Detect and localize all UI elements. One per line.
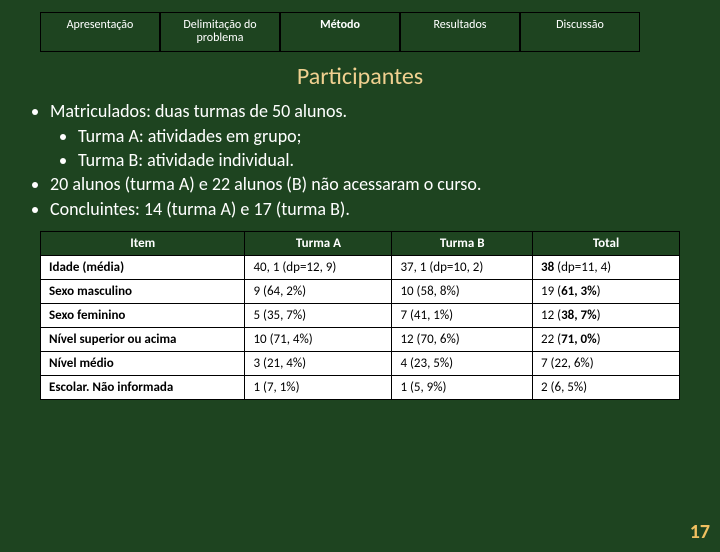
bullet-1b: Turma B: atividade individual. (78, 148, 700, 172)
cell-total: 12 (38, 7%) (533, 303, 680, 327)
table-row: Nível médio 3 (21, 4%) 4 (23, 5%) 7 (22,… (41, 351, 680, 375)
participants-table: Item Turma A Turma B Total Idade (média)… (40, 231, 680, 400)
cell-b: 37, 1 (dp=10, 2) (392, 255, 533, 279)
th-item: Item (41, 231, 245, 255)
cell-a: 5 (35, 7%) (245, 303, 392, 327)
bullet-3: Concluintes: 14 (turma A) e 17 (turma B)… (50, 197, 700, 221)
cell-b: 7 (41, 1%) (392, 303, 533, 327)
bullet-1: Matriculados: duas turmas de 50 alunos. … (50, 99, 700, 172)
cell-item: Nível médio (41, 351, 245, 375)
bullet-1-text: Matriculados: duas turmas de 50 alunos. (50, 100, 347, 122)
section-title: Participantes (0, 62, 720, 91)
cell-a: 40, 1 (dp=12, 9) (245, 255, 392, 279)
th-total: Total (533, 231, 680, 255)
nav-tabs: Apresentação Delimitação do problema Mét… (40, 12, 640, 52)
cell-item: Sexo masculino (41, 279, 245, 303)
bullet-list: Matriculados: duas turmas de 50 alunos. … (0, 99, 720, 220)
bullet-1a: Turma A: atividades em grupo; (78, 124, 700, 148)
tab-discussao[interactable]: Discussão (520, 12, 640, 52)
cell-a: 3 (21, 4%) (245, 351, 392, 375)
cell-b: 12 (70, 6%) (392, 327, 533, 351)
cell-total: 7 (22, 6%) (533, 351, 680, 375)
table-row: Sexo masculino 9 (64, 2%) 10 (58, 8%) 19… (41, 279, 680, 303)
table-row: Sexo feminino 5 (35, 7%) 7 (41, 1%) 12 (… (41, 303, 680, 327)
th-turma-a: Turma A (245, 231, 392, 255)
cell-a: 9 (64, 2%) (245, 279, 392, 303)
table-row: Idade (média) 40, 1 (dp=12, 9) 37, 1 (dp… (41, 255, 680, 279)
cell-total: 2 (6, 5%) (533, 375, 680, 399)
cell-item: Nível superior ou acima (41, 327, 245, 351)
table-body: Idade (média) 40, 1 (dp=12, 9) 37, 1 (dp… (41, 255, 680, 399)
table-row: Nível superior ou acima 10 (71, 4%) 12 (… (41, 327, 680, 351)
page-number: 17 (690, 520, 710, 544)
tab-metodo[interactable]: Método (280, 12, 400, 52)
cell-b: 4 (23, 5%) (392, 351, 533, 375)
cell-total: 19 (61, 3%) (533, 279, 680, 303)
cell-total: 38 (dp=11, 4) (533, 255, 680, 279)
table-row: Escolar. Não informada 1 (7, 1%) 1 (5, 9… (41, 375, 680, 399)
th-turma-b: Turma B (392, 231, 533, 255)
cell-item: Sexo feminino (41, 303, 245, 327)
cell-a: 1 (7, 1%) (245, 375, 392, 399)
cell-item: Escolar. Não informada (41, 375, 245, 399)
tab-apresentacao[interactable]: Apresentação (40, 12, 160, 52)
cell-item: Idade (média) (41, 255, 245, 279)
cell-total: 22 (71, 0%) (533, 327, 680, 351)
cell-b: 1 (5, 9%) (392, 375, 533, 399)
table-header-row: Item Turma A Turma B Total (41, 231, 680, 255)
tab-delimitacao[interactable]: Delimitação do problema (160, 12, 280, 52)
bullet-2: 20 alunos (turma A) e 22 alunos (B) não … (50, 172, 700, 196)
cell-a: 10 (71, 4%) (245, 327, 392, 351)
cell-b: 10 (58, 8%) (392, 279, 533, 303)
tab-resultados[interactable]: Resultados (400, 12, 520, 52)
